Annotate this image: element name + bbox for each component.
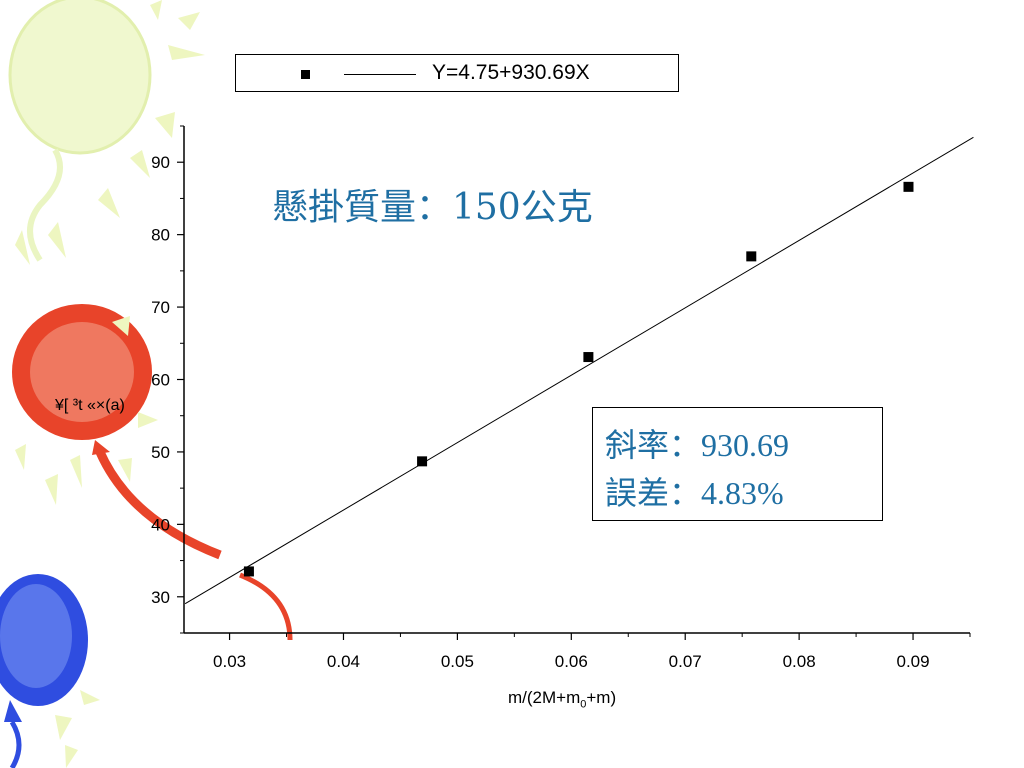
tick-marks: 30 40 50 60 70 80 90 0.03 0.04 0.05 0.06 0.07 0.08 0.… (151, 125, 971, 671)
y-tick-label: 90 (151, 153, 170, 172)
x-tick-label: 0.09 (896, 652, 929, 671)
x-tick-label: 0.04 (327, 652, 360, 671)
x-tick-label: 0.07 (669, 652, 702, 671)
data-point (746, 251, 757, 262)
fit-line-layer (184, 136, 974, 605)
y-tick-label: 50 (151, 443, 170, 462)
error-annotation: 誤差：4.83% (605, 475, 784, 511)
mass-annotation: 懸掛質量：150公克 (272, 187, 593, 228)
x-axis-label-main: m/(2M+m (508, 688, 581, 707)
y-axis-label: ¥[ ³t «×(a) (55, 397, 125, 414)
x-axis-label: m/(2M+m0+m) (508, 688, 616, 710)
y-tick-label: 70 (151, 298, 170, 317)
x-tick-label: 0.08 (783, 652, 816, 671)
blue-balloon-icon (0, 574, 100, 768)
legend-label: Y=4.75+930.69X (432, 61, 590, 84)
x-tick-label: 0.05 (441, 652, 474, 671)
fit-line (184, 136, 974, 605)
x-tick-label: 0.06 (555, 652, 588, 671)
x-axis-label-sub: 0 (580, 698, 587, 711)
legend-marker-icon (301, 70, 310, 79)
yellow-balloon-icon (8, 0, 205, 265)
y-tick-label: 80 (151, 226, 170, 245)
data-point (903, 181, 914, 192)
data-point (417, 456, 428, 467)
y-tick-label: 40 (151, 515, 170, 534)
result-box: 斜率：930.69 誤差：4.83% (592, 407, 883, 521)
y-tick-label: 60 (151, 371, 170, 390)
x-tick-label: 0.03 (213, 652, 246, 671)
y-tick-label: 30 (151, 588, 170, 607)
data-point (243, 566, 254, 577)
data-points (243, 181, 914, 577)
red-balloon-icon (12, 304, 293, 641)
x-axis-label-tail: +m) (586, 688, 617, 707)
legend-line-icon (344, 74, 416, 75)
data-point (583, 352, 594, 363)
slope-annotation: 斜率：930.69 (605, 427, 790, 463)
legend: Y=4.75+930.69X (235, 54, 679, 92)
